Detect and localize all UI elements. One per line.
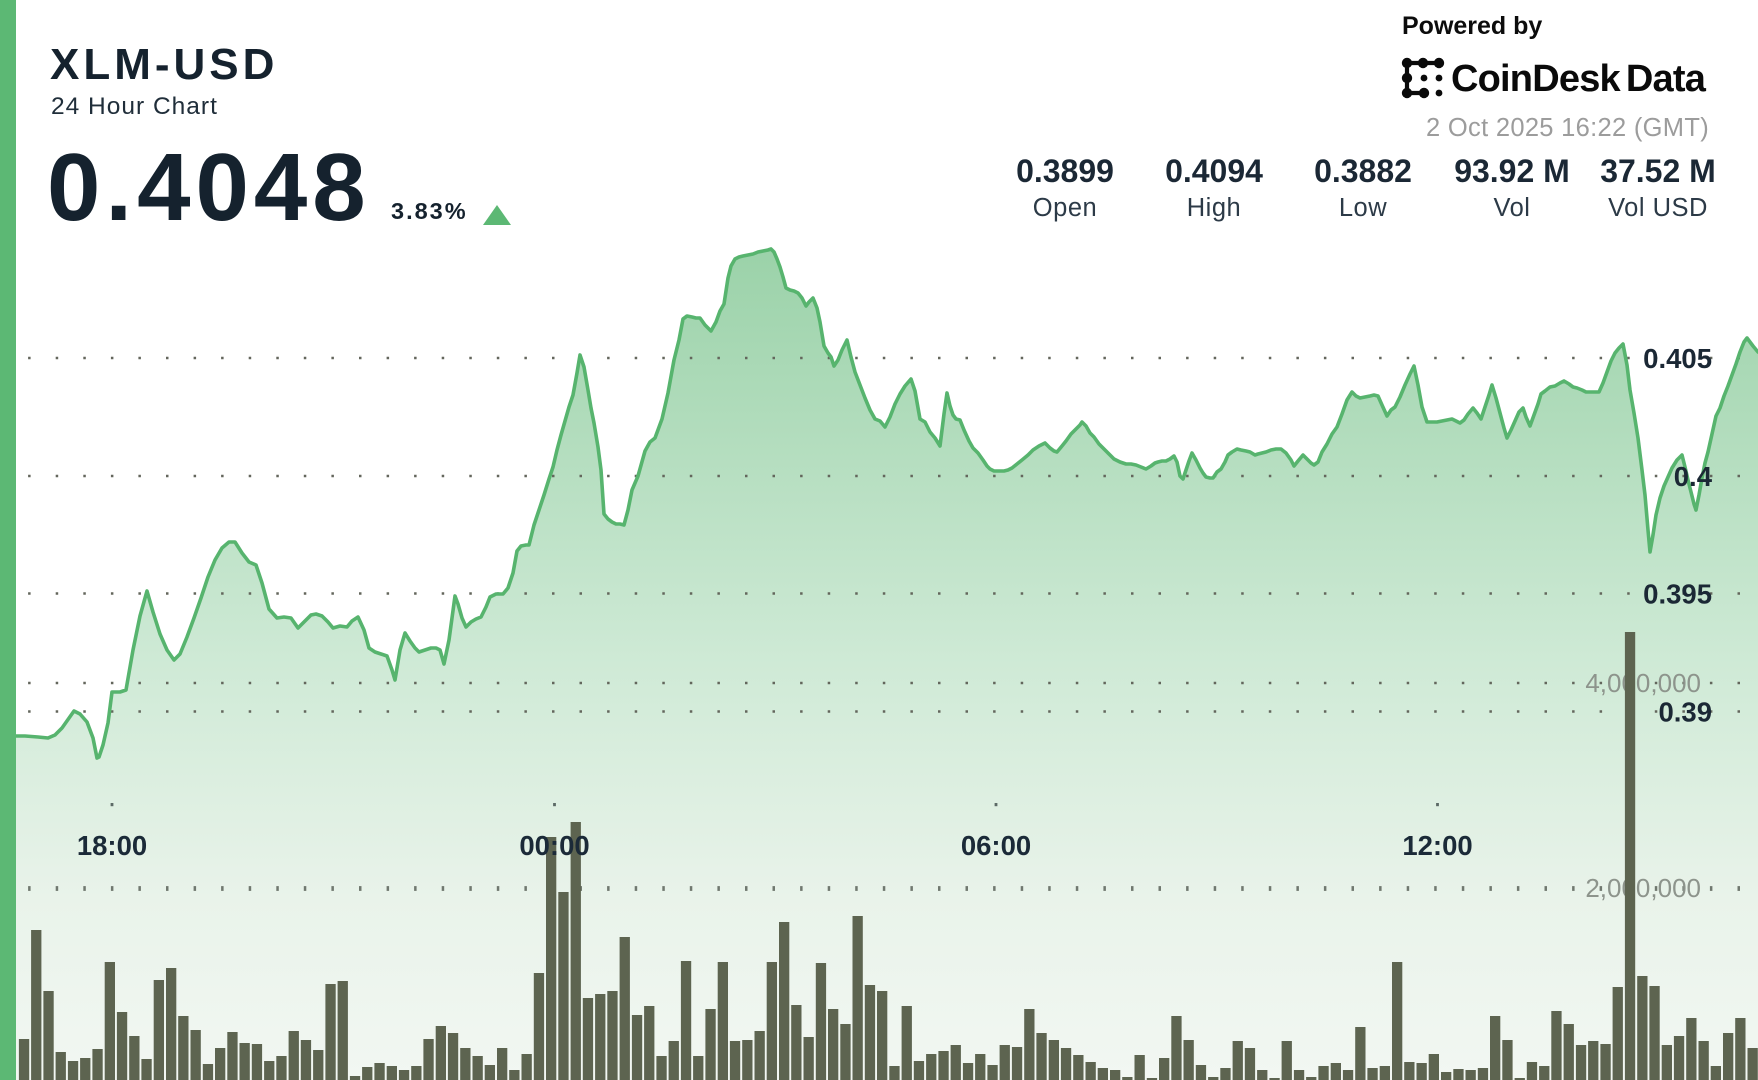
- svg-text:2,000,000: 2,000,000: [1585, 873, 1701, 903]
- svg-text:00:00: 00:00: [519, 830, 589, 861]
- svg-text:18:00: 18:00: [77, 830, 147, 861]
- svg-text:0.4: 0.4: [1674, 461, 1713, 492]
- svg-text:0.395: 0.395: [1643, 579, 1712, 610]
- svg-text:0.405: 0.405: [1643, 343, 1712, 374]
- svg-text:4,000,000: 4,000,000: [1585, 668, 1701, 698]
- svg-text:0.39: 0.39: [1658, 697, 1712, 728]
- svg-text:06:00: 06:00: [961, 830, 1031, 861]
- svg-text:12:00: 12:00: [1402, 830, 1472, 861]
